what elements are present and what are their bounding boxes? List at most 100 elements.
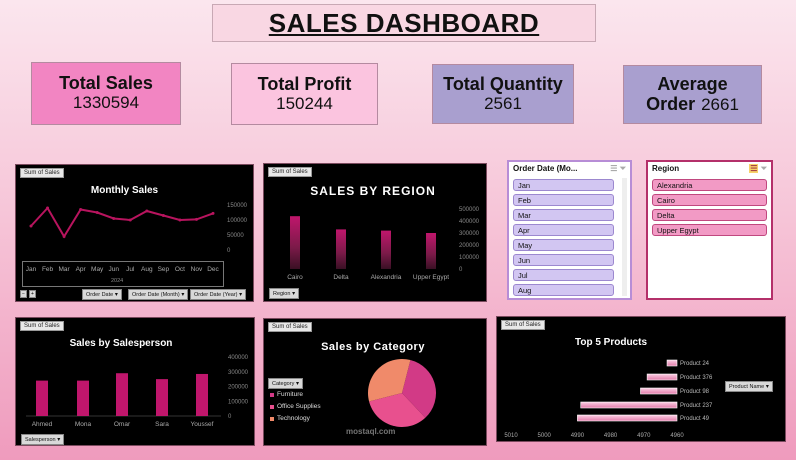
monthly-sales-panel: Sum of Sales Monthly Sales Jan Feb Mar Apr M… [15,164,254,302]
chart-title: Monthly Sales [90,185,159,196]
slicer-item[interactable]: Apr [513,224,614,236]
legend-label: Office Supplies [277,403,321,410]
sales-by-category-chart [368,359,436,427]
bar [640,387,678,395]
order-date-year-filter[interactable]: Order Date (Year) [190,289,247,300]
slicer-item[interactable]: Mar [513,209,614,221]
chart-title: Sales by Category [321,341,425,353]
y-tick-label: Product 24 [680,361,710,367]
x-tick-label: Jun [108,266,119,273]
legend-entry: Technology [270,415,310,422]
x-tick-label: Mar [58,266,70,273]
legend-entry: Furniture [270,391,303,398]
value-field-tag[interactable]: Sum of Sales [501,320,545,330]
data-point [145,209,149,213]
y-tick-label: Product 237 [680,403,713,409]
sales-by-region-chart: Cairo Delta Alexandria Upper Egypt 500000 400… [287,207,480,281]
x-tick-label: Ahmed [32,421,53,428]
y-tick-label: 100000 [459,255,480,261]
kpi-label: Total Sales [59,73,153,94]
kpi-label: Total Quantity [443,73,563,94]
bar [577,414,678,422]
x-tick-label: Jul [126,266,135,273]
x-tick-label: 5000 [538,433,552,439]
pie-slice [402,360,436,418]
multi-select-icon[interactable]: ☰ ⏷ [610,164,626,173]
kpi-value: 150244 [276,93,333,113]
x-tick-label: 4980 [604,433,618,439]
legend-label: Technology [277,415,310,422]
slicer-item[interactable]: Jun [513,254,614,266]
x-tick-label: Jan [26,266,37,273]
bar [196,373,208,416]
x-tick-label: Sep [158,266,170,273]
bar [580,401,678,409]
x-tick-label: 5010 [504,433,518,439]
sales-by-salesperson-chart: Ahmed Mona Omar Sara Youssef 400000 300000 2000… [26,355,249,428]
value-field-tag[interactable]: Sum of Sales [268,167,312,177]
slicer-scrollbar[interactable] [622,178,627,296]
slicer-items: Jan Feb Mar Apr May Jun Jul Aug [509,179,630,296]
multi-select-icon[interactable]: ☰ ⏷ [749,164,767,173]
slicer-item[interactable]: Upper Egypt [652,224,767,236]
bar [290,216,300,269]
kpi-total-profit: Total Profit 150244 [231,63,378,125]
slicer-header: Region [652,164,680,173]
order-date-month-filter[interactable]: Order Date (Month) [128,289,189,300]
expand-button[interactable]: + [29,290,36,298]
data-point [95,211,99,214]
bar [666,359,678,367]
data-point [211,211,215,215]
x-tick-label: May [91,266,104,273]
x-tick-label: Delta [333,274,349,281]
bar [646,373,678,381]
y-tick-label: 200000 [228,385,249,391]
salesperson-filter[interactable]: Salesperson [21,434,65,445]
collapse-button[interactable]: − [20,290,27,298]
sales-by-salesperson-panel: Sum of Sales Sales by Salesperson Ahmed M… [15,317,255,446]
slicer-item[interactable]: May [513,239,614,251]
y-tick-label: Product 98 [680,389,710,395]
y-tick-label: Product 49 [680,416,710,422]
region-filter[interactable]: Region [269,288,300,299]
kpi-average-order: Average Order 2661 [623,65,762,124]
bar [426,233,436,269]
chart-title: Top 5 Products [574,337,648,348]
kpi-value: 2561 [484,93,522,113]
pie-slice [368,359,411,402]
bar [77,380,89,416]
slicer-item[interactable]: Delta [652,209,767,221]
legend-swatch [270,404,274,409]
x-tick-label: Upper Egypt [413,274,449,281]
y-tick-label: 100000 [227,218,248,224]
data-point [161,214,165,217]
sales-by-category-panel: Sum of Sales Sales by Category Category … [263,318,487,446]
data-point [46,206,50,210]
dashboard-title-box: SALES DASHBOARD [212,4,596,42]
slicer-item[interactable]: Jan [513,179,614,191]
order-date-slicer: Order Date (Mo... ☰ ⏷ Jan Feb Mar Apr May Jun… [507,160,632,300]
order-date-filter[interactable]: Order Date [82,289,122,300]
x-tick-label: 4990 [571,433,585,439]
slicer-item[interactable]: Alexandria [652,179,767,191]
product-name-filter[interactable]: Product Name [725,381,773,392]
x-tick-label: Feb [42,266,54,273]
legend-swatch [270,416,274,421]
top-5-products-panel: Sum of Sales Top 5 Products Product 24 Pr… [496,316,786,442]
bar [381,230,391,269]
slicer-item[interactable]: Cairo [652,194,767,206]
kpi-label: Order [646,93,696,114]
value-field-tag[interactable]: Sum of Sales [268,322,312,332]
category-filter[interactable]: Category [268,378,304,389]
x-tick-label: Aug [141,266,153,273]
bar [116,373,128,416]
slicer-item[interactable]: Feb [513,194,614,206]
value-field-tag[interactable]: Sum of Sales [20,168,64,178]
value-field-tag[interactable]: Sum of Sales [20,321,64,331]
slicer-item[interactable]: Aug [513,284,614,296]
chart-title: SALES BY REGION [310,184,436,198]
slicer-item[interactable]: Jul [513,269,614,281]
y-tick-label: 50000 [227,233,244,239]
x-tick-label: Mona [75,421,92,428]
x-tick-label: 4970 [637,433,651,439]
